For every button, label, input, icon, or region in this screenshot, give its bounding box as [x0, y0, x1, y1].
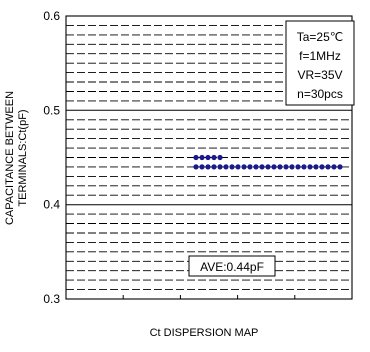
data-point — [295, 164, 301, 170]
data-point — [229, 164, 235, 170]
data-point — [331, 164, 337, 170]
y-tick-label: 0.5 — [43, 103, 60, 117]
data-point — [325, 164, 331, 170]
data-point — [199, 164, 205, 170]
data-point — [259, 164, 265, 170]
data-point — [283, 164, 289, 170]
y-tick-label: 0.3 — [43, 292, 60, 306]
data-point — [217, 164, 223, 170]
data-point — [193, 164, 199, 170]
y-axis-label-line1: CAPACITANCE BETWEEN — [4, 91, 16, 225]
data-point — [211, 164, 217, 170]
plot-frame — [65, 15, 353, 300]
data-point — [277, 164, 283, 170]
data-point — [241, 164, 247, 170]
data-point — [271, 164, 277, 170]
y-axis-label-line2: TERMINALS:Ct(pF) — [17, 109, 29, 206]
condition-sample-count: n=30pcs — [297, 87, 343, 101]
data-point — [301, 164, 307, 170]
average-box: AVE:0.44pF — [188, 255, 276, 277]
conditions-box: Ta=25℃ f=1MHz VR=35V n=30pcs — [285, 20, 355, 106]
data-point — [289, 164, 295, 170]
conditions-box-frame — [285, 20, 355, 106]
data-point — [199, 154, 205, 161]
data-point — [217, 154, 223, 161]
tick-layer: 0.6 0.5 0.4 0.3 — [43, 9, 296, 306]
data-point — [337, 164, 343, 170]
data-point — [205, 154, 211, 161]
data-point — [193, 154, 199, 161]
data-point — [235, 164, 241, 170]
data-point — [223, 164, 229, 170]
data-point — [211, 154, 217, 161]
y-tick-label: 0.4 — [43, 198, 60, 212]
data-point — [253, 164, 259, 170]
point-layer — [193, 154, 343, 170]
data-point — [313, 164, 319, 170]
data-point — [265, 164, 271, 170]
y-tick-label: 0.6 — [43, 9, 60, 23]
condition-temperature: Ta=25℃ — [297, 30, 344, 44]
x-axis-label: Ct DISPERSION MAP — [150, 327, 259, 339]
condition-frequency: f=1MHz — [299, 49, 341, 63]
data-point — [205, 164, 211, 170]
condition-reverse-voltage: VR=35V — [297, 68, 342, 82]
average-box-frame — [188, 255, 276, 277]
data-point — [319, 164, 325, 170]
data-point — [307, 164, 313, 170]
average-label: AVE:0.44pF — [200, 260, 264, 274]
data-point — [247, 164, 253, 170]
